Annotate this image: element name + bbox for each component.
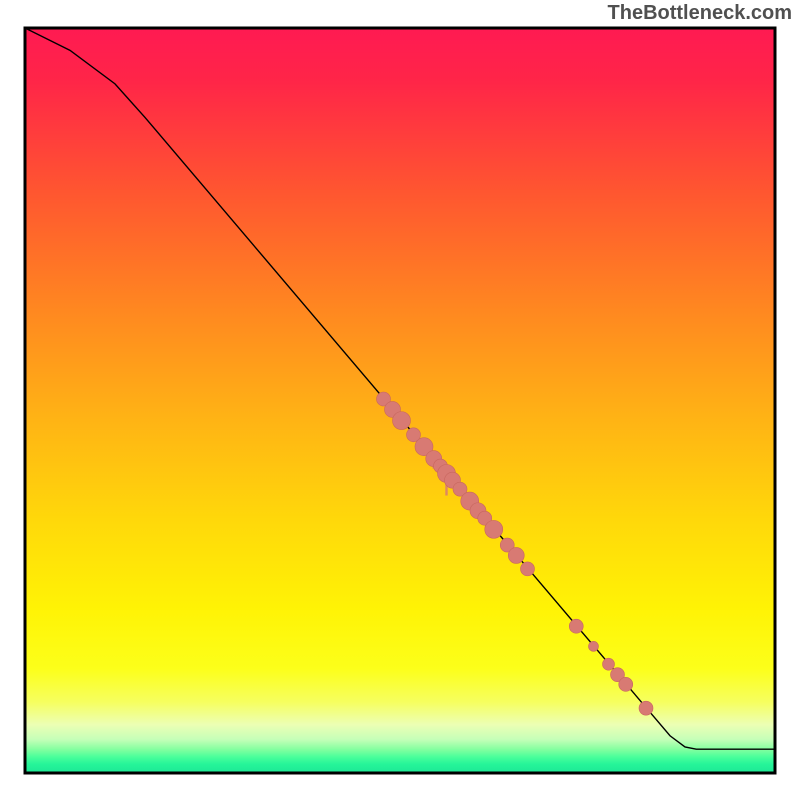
watermark-text: TheBottleneck.com [608,2,792,25]
chart-svg [0,0,800,800]
data-point [508,547,524,563]
data-point [569,619,583,633]
data-point [521,562,535,576]
bottleneck-chart: TheBottleneck.com [0,0,800,800]
plot-background [25,28,775,773]
data-point [393,412,411,430]
data-point [619,677,633,691]
data-point [639,701,653,715]
data-point [589,641,599,651]
data-point [603,658,615,670]
data-point [485,520,503,538]
